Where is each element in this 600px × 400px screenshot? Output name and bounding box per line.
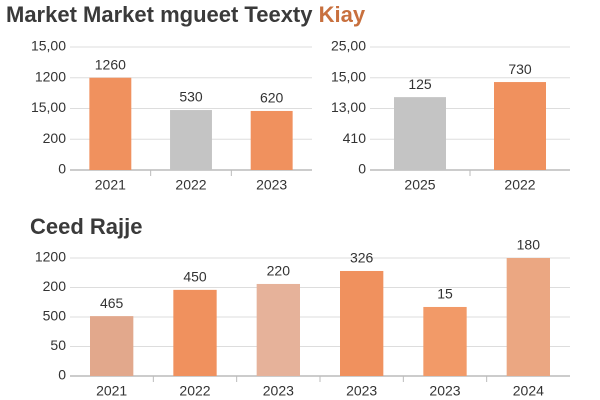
- y-tick-label: 200: [43, 130, 67, 146]
- y-tick-label: 200: [43, 278, 67, 294]
- x-tick-label: 2022: [179, 383, 210, 399]
- value-label: 125: [408, 76, 432, 92]
- x-tick-label: 2021: [95, 177, 126, 193]
- x-tick-label: 2023: [346, 383, 377, 399]
- y-tick-label: 500: [43, 308, 67, 324]
- y-tick-label: 1200: [35, 68, 66, 84]
- value-label: 326: [350, 250, 374, 266]
- bar: [89, 77, 132, 170]
- y-tick-label: 15,00: [31, 99, 66, 115]
- title-highlight: Kiay: [319, 2, 366, 27]
- bar: [494, 82, 546, 170]
- x-tick-label: 2023: [429, 383, 460, 399]
- value-label: 220: [267, 263, 291, 279]
- bar: [506, 258, 550, 376]
- y-tick-label: 0: [358, 161, 366, 177]
- x-tick-label: 2022: [504, 177, 535, 193]
- bar: [256, 283, 300, 376]
- y-tick-label: 0: [58, 367, 66, 383]
- chart-title: Ceed Rajje: [30, 214, 143, 239]
- value-label: 465: [100, 295, 124, 311]
- value-label: 1260: [95, 56, 126, 72]
- y-tick-label: 15,00: [331, 68, 366, 84]
- y-tick-label: 15,00: [31, 38, 66, 54]
- value-label: 180: [517, 237, 541, 253]
- y-tick-label: 1200: [35, 249, 66, 265]
- x-tick-label: 2024: [513, 383, 544, 399]
- x-tick-label: 2022: [175, 177, 206, 193]
- value-label: 15: [437, 286, 453, 302]
- x-tick-label: 2023: [263, 383, 294, 399]
- bar: [423, 306, 467, 376]
- title-text: Market Market mgueet Teexty: [6, 2, 313, 27]
- value-label: 450: [183, 269, 207, 285]
- y-tick-label: 13,00: [331, 99, 366, 115]
- value-label: 620: [260, 90, 284, 106]
- x-tick-label: 2025: [404, 177, 435, 193]
- bar: [340, 270, 384, 376]
- value-label: 730: [508, 61, 532, 77]
- bar: [90, 316, 134, 376]
- y-tick-label: 410: [343, 130, 367, 146]
- y-tick-label: 50: [50, 337, 66, 353]
- y-tick-label: 0: [58, 161, 66, 177]
- value-label: 530: [179, 89, 203, 105]
- x-tick-label: 2023: [256, 177, 287, 193]
- bar: [173, 289, 217, 376]
- page-title: Market Market mgueet Teexty Kiay: [6, 2, 366, 27]
- bar: [250, 110, 293, 170]
- x-tick-label: 2021: [96, 383, 127, 399]
- bar: [170, 110, 212, 170]
- bar: [394, 97, 446, 170]
- y-tick-label: 25,00: [331, 38, 366, 54]
